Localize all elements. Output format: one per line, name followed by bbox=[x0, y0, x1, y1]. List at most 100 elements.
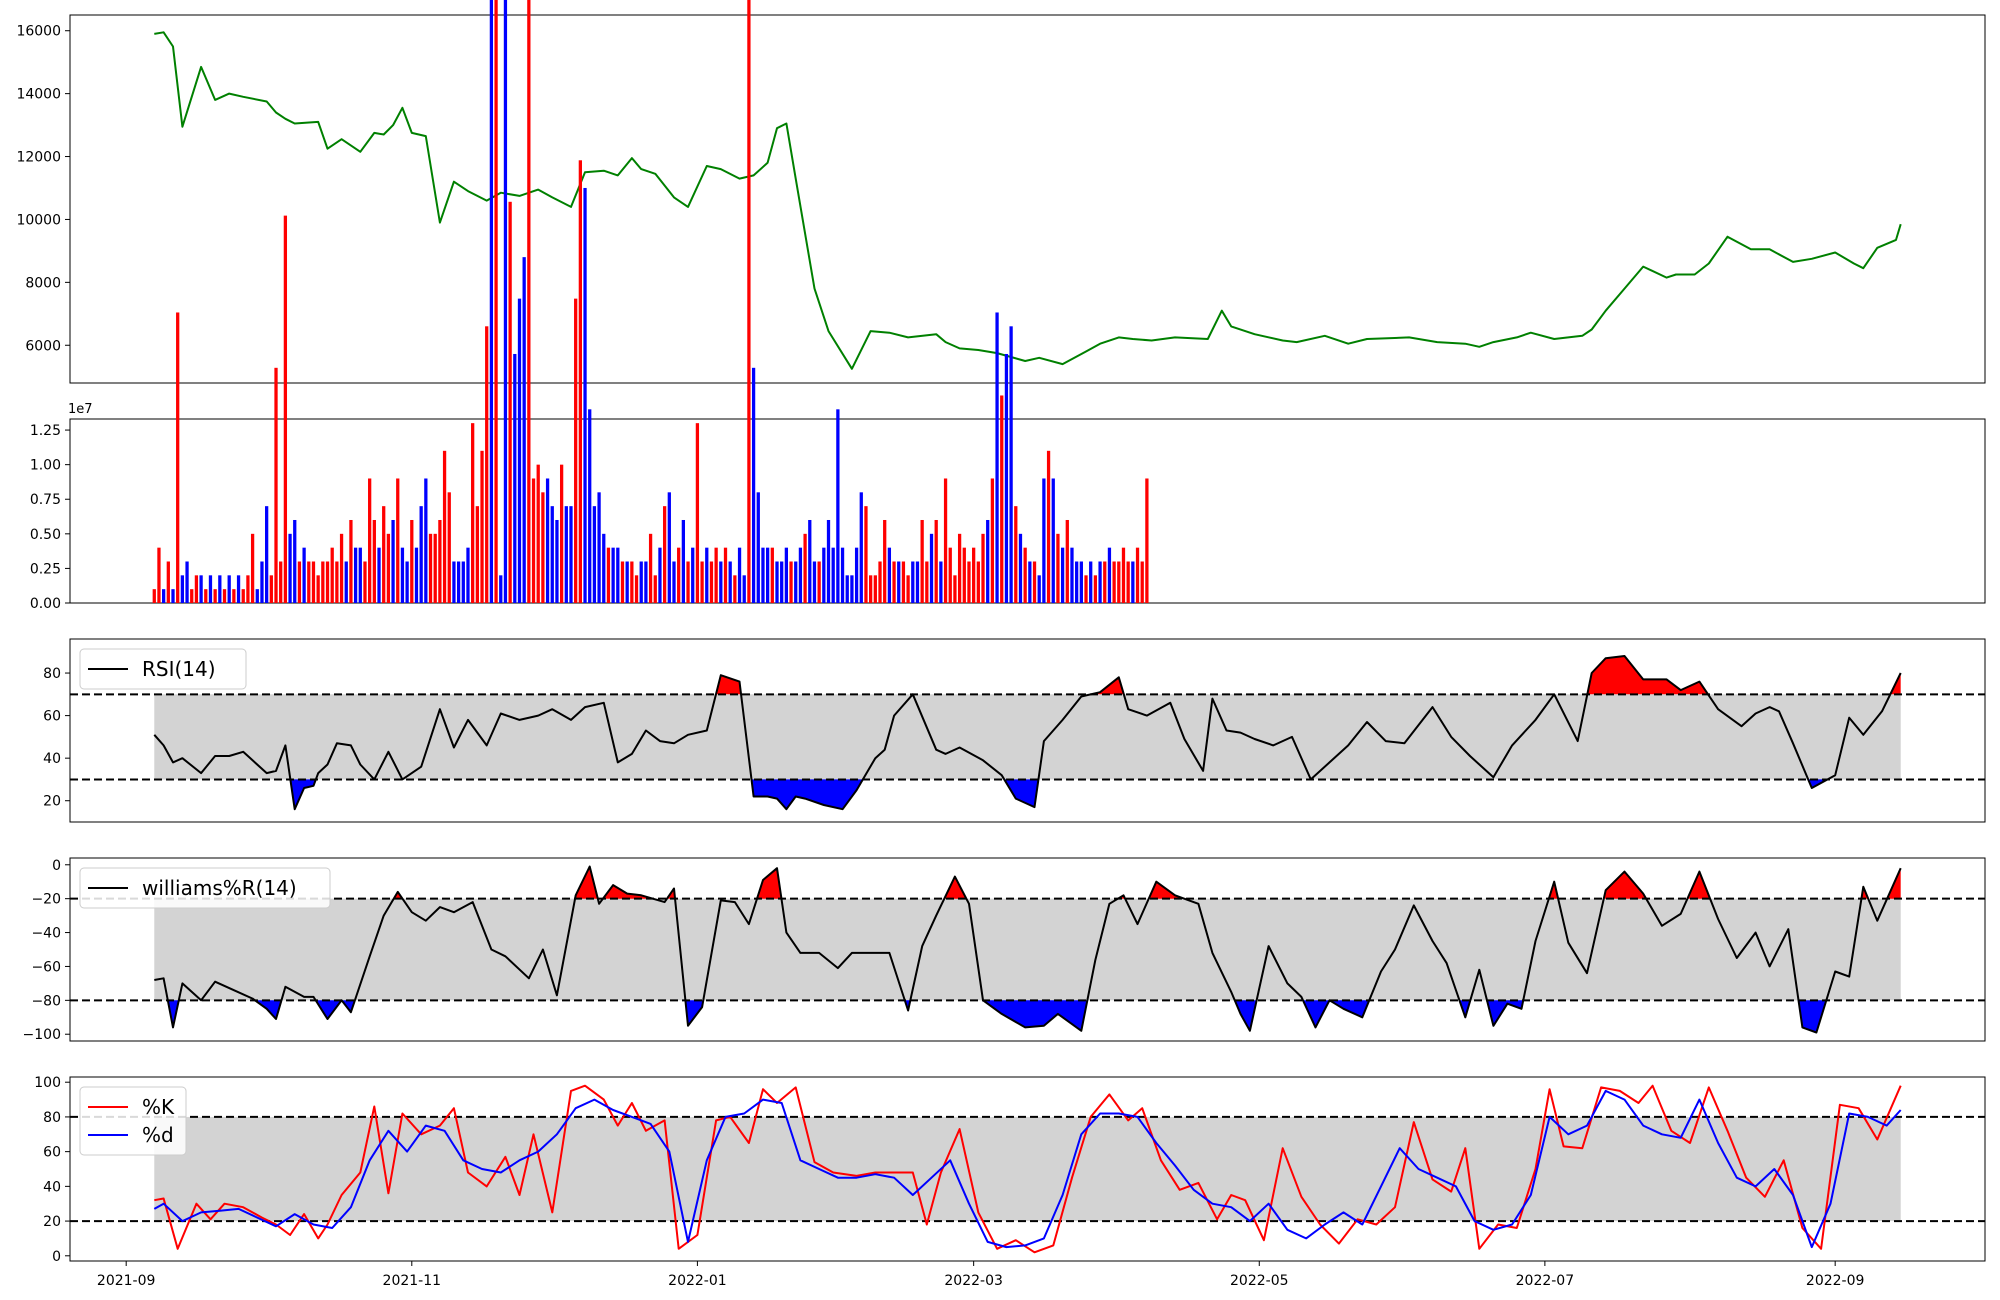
y-tick-label: −100 bbox=[23, 1027, 61, 1043]
volume-bar bbox=[208, 575, 213, 603]
oversold-fill-10 bbox=[1459, 1000, 1471, 1018]
volume-bar bbox=[990, 478, 995, 603]
volume-bar bbox=[915, 561, 920, 603]
overbought-fill-10 bbox=[1687, 871, 1711, 899]
axes-frame bbox=[69, 857, 1986, 1042]
volume-bar bbox=[906, 575, 910, 603]
volume-bar bbox=[925, 561, 929, 603]
volume-panel: 0.00 0.25 0.50 0.75 1.00 1.25 bbox=[30, 0, 1986, 612]
volume-bar bbox=[948, 547, 952, 603]
y-tick-label: 6000 bbox=[25, 338, 61, 354]
volume-bar bbox=[1056, 533, 1060, 603]
volume-bar bbox=[733, 575, 737, 603]
volume-bar bbox=[269, 575, 273, 603]
volume-bar bbox=[569, 506, 573, 603]
oversold-fill-8 bbox=[1303, 1000, 1330, 1028]
volume-bar bbox=[780, 561, 784, 603]
volume-bar bbox=[869, 575, 873, 603]
volume-bar bbox=[976, 561, 980, 603]
volume-bar bbox=[808, 519, 812, 603]
volume-bar bbox=[606, 547, 611, 603]
x-tick-label: 2022-07 bbox=[1516, 1273, 1575, 1289]
volume-bar bbox=[1000, 395, 1004, 603]
oversold-fill-1 bbox=[751, 779, 863, 810]
overbought-fill-2 bbox=[1587, 656, 1708, 695]
price-panel: 6000 8000 10000 12000 14000 16000 bbox=[16, 14, 1986, 384]
volume-bar bbox=[204, 589, 208, 603]
volume-bar bbox=[1145, 478, 1149, 603]
y-tick-label: 60 bbox=[43, 1145, 61, 1161]
volume-bar bbox=[1112, 561, 1116, 603]
volume-bar bbox=[503, 0, 508, 603]
volume-bar bbox=[770, 547, 774, 603]
volume-bar bbox=[396, 478, 400, 603]
volume-bar bbox=[283, 215, 288, 603]
axes-frame bbox=[69, 638, 1986, 823]
y-tick-label: 0.25 bbox=[30, 561, 61, 577]
volume-bar bbox=[485, 326, 489, 603]
volume-bar bbox=[611, 547, 615, 603]
legend-label: williams%R(14) bbox=[142, 876, 297, 900]
volume-bar bbox=[274, 367, 278, 603]
volume-bar bbox=[592, 506, 597, 603]
volume-bar bbox=[850, 575, 854, 603]
volume-bar bbox=[499, 575, 503, 603]
oversold-fill-2 bbox=[315, 1000, 342, 1019]
volume-bar bbox=[391, 519, 395, 603]
volume-bar bbox=[194, 575, 199, 603]
volume-bar bbox=[241, 589, 245, 603]
oversold-fill-11 bbox=[1487, 1000, 1524, 1026]
volume-bar bbox=[845, 575, 849, 603]
volume-bar bbox=[321, 561, 325, 603]
volume-bar bbox=[438, 519, 442, 603]
volume-bar bbox=[812, 561, 817, 603]
volume-bar bbox=[157, 547, 161, 603]
volume-bar bbox=[859, 492, 863, 603]
x-tick-label: 2022-03 bbox=[944, 1273, 1003, 1289]
legend-label: %d bbox=[142, 1123, 174, 1147]
indicator-line bbox=[153, 655, 1902, 811]
y-tick-label: 0 bbox=[52, 858, 61, 874]
volume-bar bbox=[227, 575, 231, 603]
oversold-fill-2 bbox=[1004, 779, 1039, 808]
volume-bar bbox=[840, 547, 845, 603]
volume-bar bbox=[574, 298, 578, 603]
volume-bar bbox=[747, 0, 751, 603]
neutral-band bbox=[154, 694, 1901, 780]
volume-bar bbox=[555, 519, 559, 603]
volume-bar bbox=[911, 561, 915, 603]
volume-bar bbox=[986, 519, 990, 603]
volume-bar bbox=[953, 575, 957, 603]
volume-bar bbox=[152, 589, 156, 603]
volume-bar bbox=[288, 533, 292, 603]
volume-bar bbox=[452, 561, 456, 603]
volume-bar bbox=[737, 547, 742, 603]
volume-bar bbox=[489, 0, 494, 604]
volume-bar bbox=[349, 519, 353, 603]
volume-bar bbox=[681, 519, 686, 603]
volume-bar bbox=[311, 561, 316, 603]
volume-bar bbox=[728, 561, 732, 603]
y-tick-label: −40 bbox=[31, 926, 61, 942]
y-tick-label: 40 bbox=[43, 751, 61, 767]
d-line bbox=[153, 1089, 1902, 1249]
volume-bar bbox=[1046, 450, 1051, 603]
volume-bar bbox=[602, 533, 606, 603]
overbought-fill-0 bbox=[716, 675, 742, 695]
y-tick-label: 20 bbox=[43, 1214, 61, 1230]
volume-bar bbox=[541, 492, 545, 603]
volume-bar bbox=[929, 533, 934, 603]
axes-frame bbox=[69, 14, 1986, 384]
volume-bar bbox=[934, 519, 938, 603]
x-tick-label: 2022-09 bbox=[1806, 1273, 1865, 1289]
volume-bar bbox=[634, 575, 639, 603]
volume-bar bbox=[1023, 547, 1027, 603]
volume-bar bbox=[798, 547, 803, 603]
legend-box bbox=[79, 1086, 187, 1156]
volume-bar bbox=[1060, 547, 1065, 603]
y-tick-label: 10000 bbox=[16, 212, 61, 228]
volume-bar bbox=[625, 561, 629, 603]
volume-bar bbox=[1065, 519, 1069, 603]
volume-bar bbox=[742, 575, 746, 603]
volume-bar bbox=[883, 519, 887, 603]
